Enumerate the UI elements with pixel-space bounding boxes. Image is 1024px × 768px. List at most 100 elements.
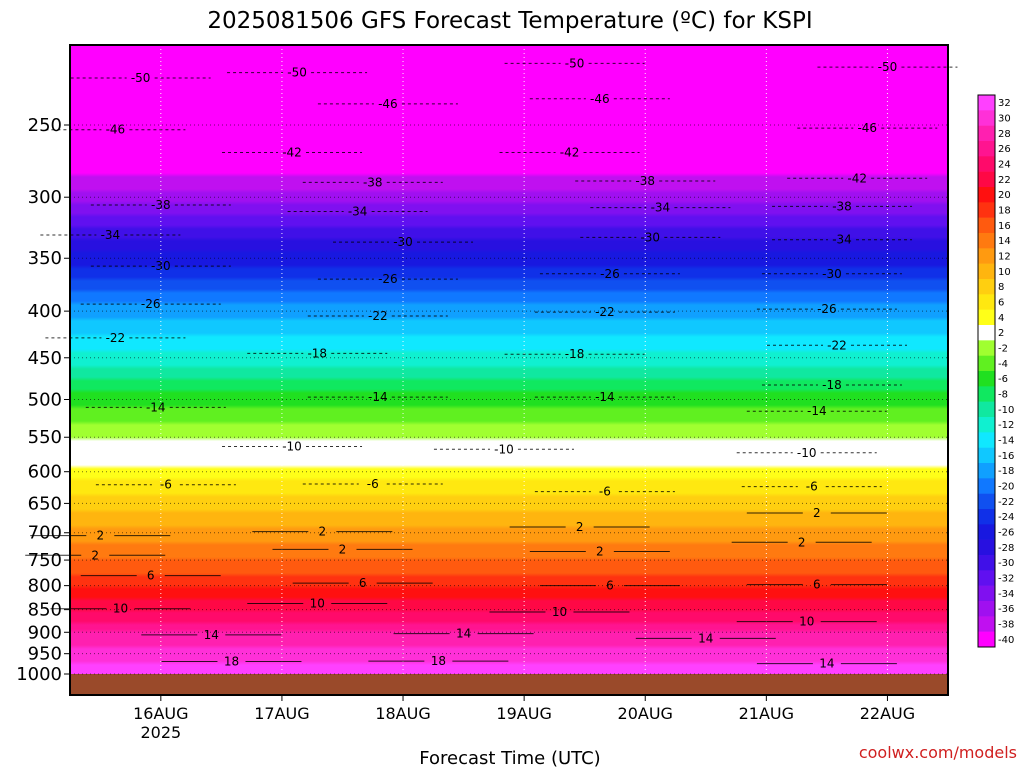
- colorbar-label: 24: [998, 160, 1011, 171]
- contour-label: -6: [806, 480, 818, 494]
- colorbar-label: 14: [998, 236, 1011, 247]
- contour-label: -30: [151, 259, 171, 273]
- contour-label: -34: [348, 204, 368, 218]
- colorbar-swatch: [978, 570, 995, 586]
- colorbar-swatch: [978, 217, 995, 234]
- y-tick-label: 650: [28, 493, 62, 514]
- colorbar-swatch: [978, 355, 995, 372]
- contour-label: -38: [832, 199, 852, 213]
- colorbar-swatch: [978, 463, 995, 479]
- y-tick-label: 300: [28, 187, 62, 208]
- x-tick-label: 17AUG: [254, 704, 309, 723]
- chart-title: 2025081506 GFS Forecast Temperature (ºC)…: [207, 8, 812, 34]
- y-tick-label: 450: [28, 348, 62, 369]
- y-tick-label: 250: [28, 115, 62, 136]
- colorbar-label: 32: [998, 98, 1011, 109]
- contour-label: -26: [378, 272, 398, 286]
- contour-label: -6: [160, 478, 172, 492]
- colorbar-swatch: [978, 309, 995, 326]
- contour-label: -14: [807, 404, 827, 418]
- plot-frame: [69, 44, 949, 696]
- colorbar-swatch: [978, 279, 995, 295]
- colorbar-label: 16: [998, 221, 1011, 232]
- colorbar-swatch: [978, 171, 995, 188]
- colorbar-swatch: [978, 110, 995, 126]
- colorbar-swatch: [978, 95, 995, 111]
- colorbar-label: -22: [998, 497, 1014, 508]
- contour-label: 6: [606, 579, 614, 593]
- contour-label: 18: [224, 655, 239, 669]
- contour-label: -30: [822, 267, 842, 281]
- contour-label: 2: [596, 545, 604, 559]
- contour-label: -30: [393, 235, 413, 249]
- colorbar-label: -34: [998, 589, 1014, 600]
- colorbar-swatch: [978, 325, 995, 341]
- contour-label: -38: [635, 174, 655, 188]
- colorbar-swatch: [978, 631, 995, 648]
- contour-label: 6: [147, 569, 155, 583]
- contour-label: 2: [318, 525, 326, 539]
- y-tick-label: 900: [28, 622, 62, 643]
- contour-label: 14: [819, 657, 834, 671]
- colorbar-swatch: [978, 263, 995, 280]
- contour-label: -6: [367, 477, 379, 491]
- colorbar-label: 30: [998, 114, 1011, 125]
- contour-label: -46: [857, 121, 877, 135]
- colorbar-label: -8: [998, 390, 1008, 401]
- contour-label: -26: [817, 302, 837, 316]
- colorbar-label: -24: [998, 512, 1014, 523]
- contour-label: 2: [798, 535, 806, 549]
- y-tick-label: 350: [28, 248, 62, 269]
- colorbar-swatch: [978, 125, 995, 142]
- contour-label: -46: [106, 123, 126, 137]
- contour-label: 18: [431, 654, 446, 668]
- contour-label: 2: [96, 529, 104, 543]
- contour-label: -10: [494, 442, 514, 456]
- contour-label: 14: [204, 628, 219, 642]
- contour-label: 14: [456, 627, 471, 641]
- contour-label: -46: [590, 92, 610, 106]
- colorbar-label: -16: [998, 451, 1014, 462]
- y-tick-label: 750: [28, 550, 62, 571]
- colorbar-swatch: [978, 141, 995, 157]
- colorbar-swatch: [978, 539, 995, 556]
- ground-band: [70, 674, 948, 695]
- colorbar-label: 2: [998, 328, 1004, 339]
- x-tick-label: 19AUG: [496, 704, 551, 723]
- contour-label: 10: [113, 602, 128, 616]
- y-tick-label: 400: [28, 301, 62, 322]
- colorbar-swatch: [978, 294, 995, 310]
- contour-label: -26: [141, 297, 161, 311]
- y-tick-label: 600: [28, 462, 62, 483]
- colorbar-swatch: [978, 601, 995, 617]
- colorbar-label: -14: [998, 436, 1014, 447]
- contour-label: -34: [651, 201, 671, 215]
- contour-label: -38: [151, 198, 171, 212]
- colorbar-swatch: [978, 233, 995, 249]
- contour-label: 6: [359, 576, 367, 590]
- contour-label: 10: [310, 597, 325, 611]
- y-tick-label: 700: [28, 523, 62, 544]
- contour-label: -50: [131, 71, 151, 85]
- contour-label: -34: [832, 233, 852, 247]
- contour-label: -42: [560, 146, 580, 160]
- contour-label: 6: [813, 578, 821, 592]
- colorbar-label: -30: [998, 558, 1014, 569]
- colorbar-swatch: [978, 432, 995, 448]
- x-tick-label: 18AUG: [375, 704, 430, 723]
- colorbar-label: -32: [998, 574, 1014, 585]
- colorbar-label: -2: [998, 344, 1008, 355]
- y-tick-label: 850: [28, 600, 62, 621]
- colorbar-label: -4: [998, 359, 1008, 370]
- contour-label: -34: [101, 228, 121, 242]
- colorbar-swatch: [978, 371, 995, 387]
- contour-label: -14: [368, 390, 388, 404]
- colorbar-swatch: [978, 616, 995, 632]
- colorbar-swatch: [978, 447, 995, 464]
- credit-text[interactable]: coolwx.com/models: [859, 743, 1017, 762]
- x-axis-label: Forecast Time (UTC): [419, 748, 600, 768]
- plot-area: -50 -50 -50 -50 -46 -46 -46 -46 -42 -42 -42 -38 -38 -…: [16, 44, 958, 742]
- colorbar-swatch: [978, 509, 995, 525]
- colorbar-swatch: [978, 187, 995, 203]
